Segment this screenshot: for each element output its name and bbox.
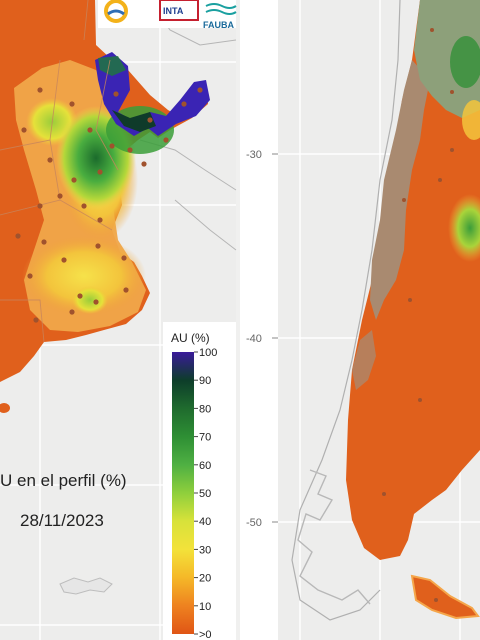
legend-label: 60 bbox=[199, 460, 211, 472]
fauba-logo-icon bbox=[205, 3, 237, 15]
legend-labels: 100 90 80 70 60 50 40 30 20 10 >0 bbox=[194, 347, 217, 640]
logo-strip: INTA FAUBA bbox=[98, 0, 237, 30]
inta-logo-text: INTA bbox=[163, 6, 184, 16]
chile-archipelago bbox=[297, 469, 371, 605]
fauba-logo-text: FAUBA bbox=[203, 20, 234, 30]
legend-label: 80 bbox=[199, 403, 211, 415]
legend-label: 30 bbox=[199, 544, 211, 556]
province-borders bbox=[0, 0, 119, 343]
malvinas-outline bbox=[59, 577, 113, 595]
andes-zone bbox=[370, 60, 430, 320]
legend: AU (%) 100 90 80 70 60 50 40 30 20 10 >0 bbox=[163, 322, 236, 640]
legend-label: 100 bbox=[199, 347, 217, 359]
argentina-region bbox=[346, 0, 480, 560]
caption-date: 28/11/2023 bbox=[20, 511, 104, 530]
legend-label: >0 bbox=[199, 629, 212, 640]
saturated-area bbox=[95, 52, 210, 136]
logo-sun-icon bbox=[104, 0, 128, 23]
legend-label: 10 bbox=[199, 601, 211, 613]
andes-south-zone bbox=[352, 330, 376, 390]
lat-tick-50: -50 bbox=[246, 517, 262, 529]
legend-label: 70 bbox=[199, 432, 211, 444]
legend-label: 40 bbox=[199, 516, 211, 528]
island bbox=[0, 403, 10, 413]
legend-label: 90 bbox=[199, 375, 211, 387]
lat-tick-40: -40 bbox=[246, 333, 262, 345]
inta-logo-icon bbox=[159, 0, 199, 21]
lat-tick-30: -30 bbox=[246, 149, 262, 161]
station-dots-left bbox=[15, 87, 203, 323]
saturated-deep-area bbox=[112, 110, 156, 132]
saturated-top-area bbox=[98, 56, 126, 76]
station-dots-right bbox=[382, 28, 454, 602]
right-panel: -30 -40 -50 bbox=[240, 0, 480, 640]
legend-label: 20 bbox=[199, 573, 211, 585]
chile-outline bbox=[291, 0, 401, 621]
legend-colorbar bbox=[172, 352, 194, 634]
tierra-del-fuego bbox=[410, 574, 480, 620]
caption-title: U en el perfil (%) bbox=[0, 471, 127, 490]
left-panel: U en el perfil (%) 28/11/2023 bbox=[0, 0, 237, 640]
legend-label: 50 bbox=[199, 488, 211, 500]
legend-title: AU (%) bbox=[171, 331, 210, 345]
